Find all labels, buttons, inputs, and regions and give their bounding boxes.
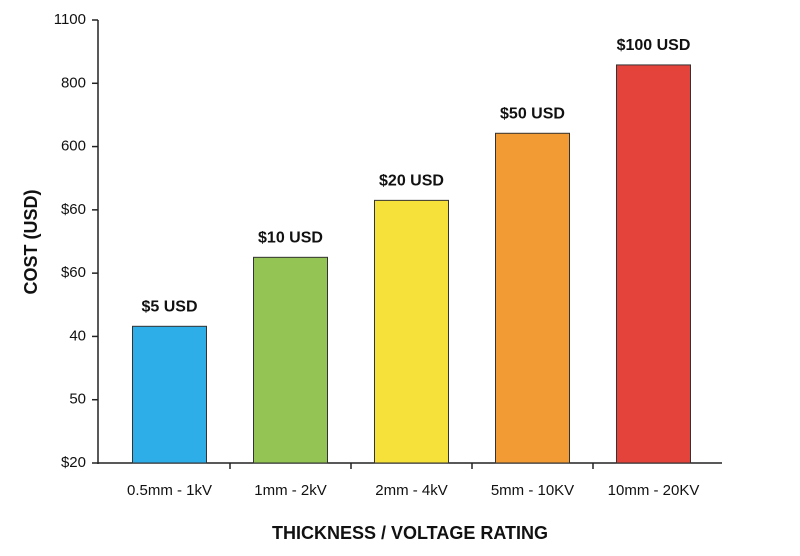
bar — [616, 64, 691, 464]
bar — [374, 199, 449, 464]
bar — [253, 256, 328, 464]
y-tick-label: 800 — [61, 74, 86, 91]
x-tick-label: 1mm - 2kV — [254, 482, 327, 499]
x-tick-label: 2mm - 4kV — [375, 482, 448, 499]
y-tick-label: 600 — [61, 138, 86, 155]
y-tick-label: $20 — [61, 454, 86, 471]
bar — [132, 325, 207, 464]
x-tick-label: 10mm - 20KV — [608, 482, 700, 499]
x-tick-label: 0.5mm - 1kV — [127, 482, 212, 499]
y-tick-label: 1100 — [54, 11, 86, 28]
y-tick-label: $60 — [61, 201, 86, 218]
bar-label: $50 USD — [500, 106, 565, 123]
y-axis-title: COST (USD) — [21, 190, 41, 295]
bar-label: $100 USD — [617, 37, 691, 54]
y-tick-label: 40 — [69, 327, 86, 344]
bar-label: $5 USD — [141, 299, 197, 316]
bar-label: $20 USD — [379, 173, 444, 190]
y-tick-label: $60 — [61, 264, 86, 281]
bar-label: $10 USD — [258, 230, 323, 247]
y-tick-label: 50 — [69, 391, 86, 408]
x-axis-title: THICKNESS / VOLTAGE RATING — [272, 523, 548, 543]
bar — [495, 132, 570, 464]
x-tick-label: 5mm - 10KV — [491, 482, 574, 499]
